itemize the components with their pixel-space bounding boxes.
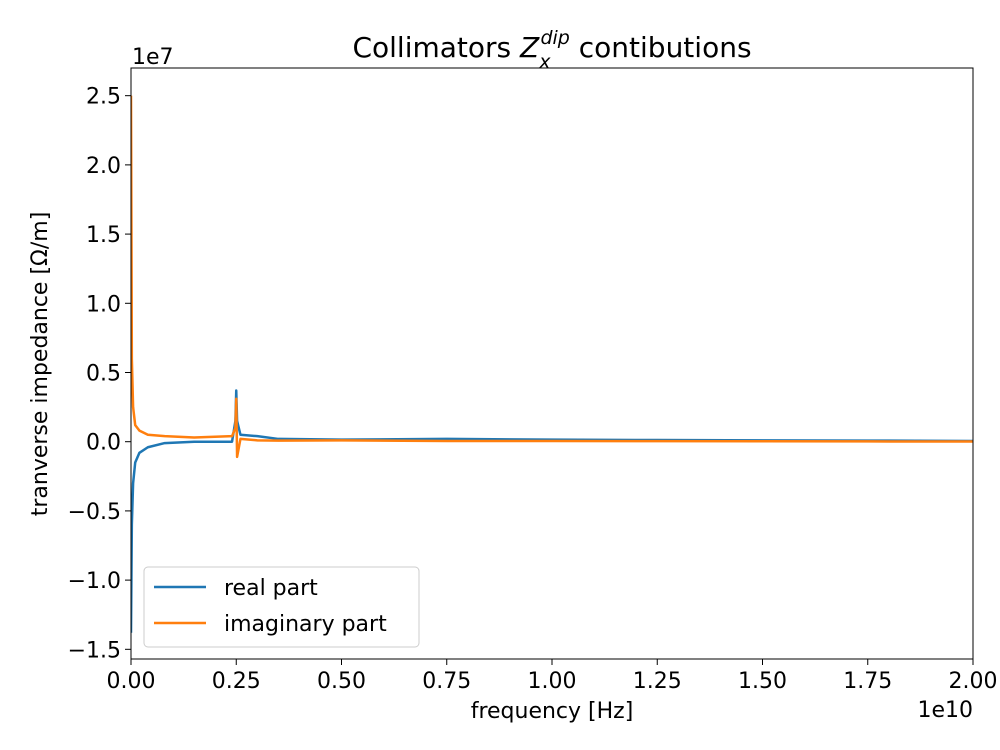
plot-area [131, 95, 973, 633]
y-tick-label: 1.5 [86, 223, 121, 248]
legend-label: imaginary part [224, 612, 387, 637]
y-offset-text: 1e7 [132, 45, 174, 70]
x-offset-text: 1e10 [917, 698, 973, 723]
x-tick-label: 0.00 [107, 669, 156, 694]
y-tick-label: 2.5 [86, 85, 121, 110]
y-tick-label: 0.0 [86, 431, 121, 456]
axes: 0.00 0.25 0.50 0.75 1.00 1.25 1.50 1.75 2.00 −1.5… [68, 67, 998, 694]
legend: real part imaginary part [143, 566, 420, 648]
x-tick-label: 2.00 [949, 669, 998, 694]
x-tick-label: 0.25 [212, 669, 261, 694]
y-tick-label: −1.0 [68, 569, 121, 594]
legend-label: real part [224, 576, 318, 601]
chart-title: Collimators Zxdip contibutions [352, 27, 751, 73]
y-axis-label: tranverse impedance [Ω/m] [28, 212, 53, 517]
y-tick-label: −0.5 [68, 500, 121, 525]
y-tick-label: 2.0 [86, 154, 121, 179]
y-tick-label: 0.5 [86, 361, 121, 386]
x-axis-label: frequency [Hz] [471, 699, 634, 724]
x-tick-label: 1.25 [633, 669, 682, 694]
x-tick-label: 0.50 [317, 669, 366, 694]
x-tick-label: 1.50 [738, 669, 787, 694]
y-tick-label: 1.0 [86, 292, 121, 317]
y-tick-label: −1.5 [68, 638, 121, 663]
x-tick-label: 0.75 [422, 669, 471, 694]
series-line-imaginary [131, 95, 973, 459]
x-tick-label: 1.00 [528, 669, 577, 694]
x-tick-label: 1.75 [843, 669, 892, 694]
legend-box [143, 566, 420, 648]
